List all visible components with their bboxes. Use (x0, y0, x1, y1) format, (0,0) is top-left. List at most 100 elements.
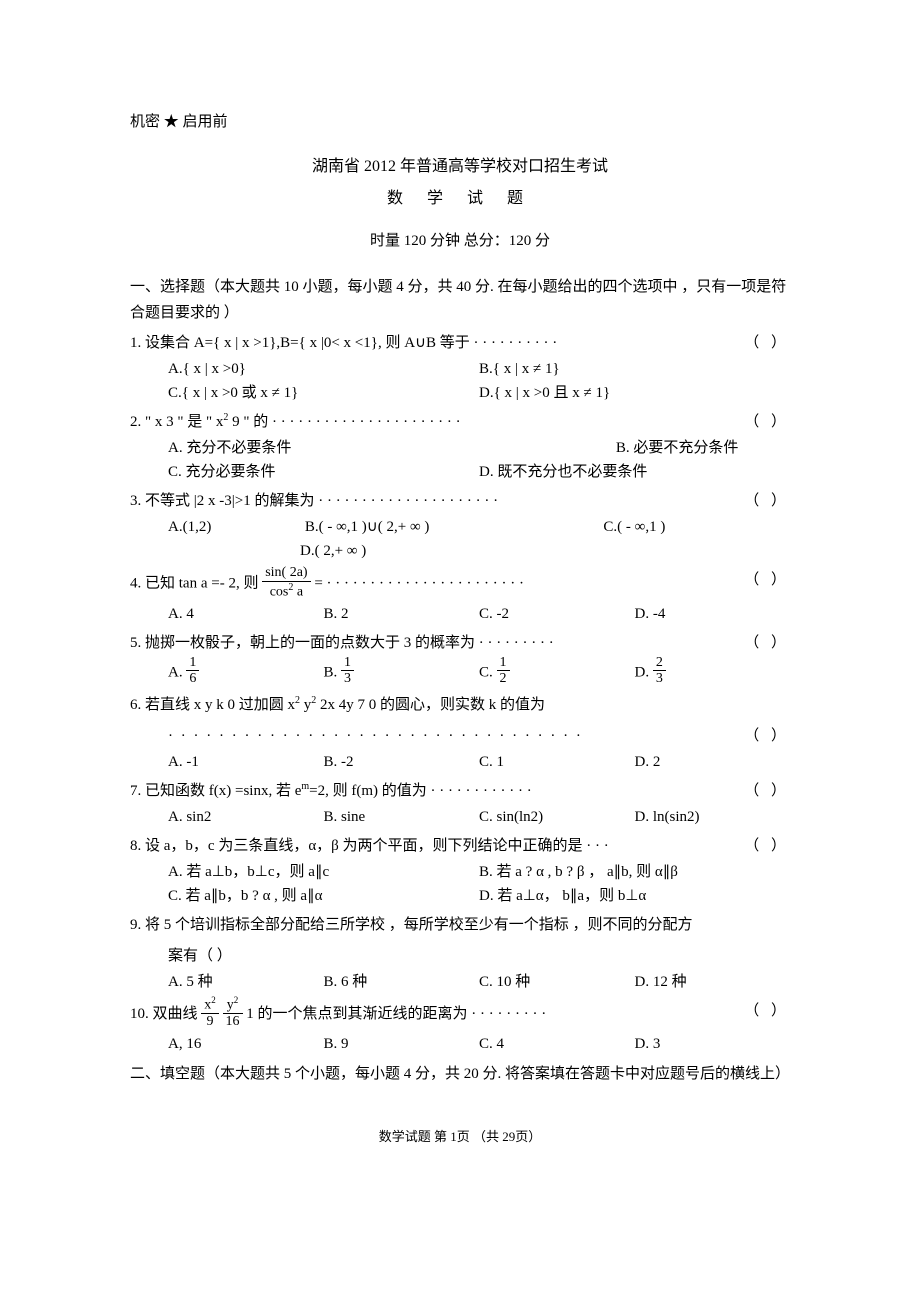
q1-stem: 1. 设集合 A={ x | x >1},B={ x |0< x <1}, 则 … (130, 330, 790, 357)
q3-opts-row2: D.( 2,+ ∞ ) (300, 539, 790, 563)
q2-B: B. 必要不充分条件 (616, 436, 790, 460)
q6-mid: y (300, 697, 311, 713)
q3-A: A.(1,2) (168, 515, 305, 539)
q8-paren: （ ） (744, 833, 790, 860)
q4-opts: A. 4 B. 2 C. -2 D. -4 (168, 602, 790, 626)
q2-stem: 2. " x 3 " 是 " x2 9 " 的 · · · · · · · · … (130, 409, 790, 436)
q10-stem: 10. 双曲线 x29 y216 1 的一个焦点到其渐近线的距离为 · · · … (130, 998, 790, 1031)
q6-dots-text: · · · · · · · · · · · · · · · · · · · · … (168, 728, 583, 744)
page-footer: 数学试题 第 1页 （共 29页） (130, 1127, 790, 1148)
q5-C-den: 2 (497, 671, 510, 686)
q5-A-den: 6 (186, 671, 199, 686)
q4-stem: 4. 已知 tan a =- 2, 则 sin( 2a) cos2 a = · … (130, 567, 790, 601)
q5-opts: A. 16 B. 13 C. 12 D. 23 (168, 657, 790, 689)
q10-x-sup: 2 (211, 995, 216, 1005)
q8-D: D. 若 a⊥α， b∥a，则 b⊥α (479, 884, 790, 908)
q9-opts: A. 5 种 B. 6 种 C. 10 种 D. 12 种 (168, 970, 790, 994)
q4-den-post: a (293, 584, 303, 599)
q4-post: = · · · · · · · · · · · · · · · · · · · … (314, 576, 524, 592)
title-province: 湖南省 2012 年普通高等学校对口招生考试 (130, 154, 790, 180)
q8-stem: 8. 设 a，b，c 为三条直线，α，β 为两个平面，则下列结论中正确的是 · … (130, 833, 790, 860)
q8-text: 8. 设 a，b，c 为三条直线，α，β 为两个平面，则下列结论中正确的是 · … (130, 838, 609, 854)
q1-paren: （ ） (744, 330, 790, 357)
q2-A: A. 充分不必要条件 (168, 436, 616, 460)
q9-C: C. 10 种 (479, 970, 635, 994)
q7-C: C. sin(ln2) (479, 805, 635, 829)
q4-pre: 4. 已知 tan a =- 2, 则 (130, 576, 258, 592)
q5-stem: 5. 抛掷一枚骰子，朝上的一面的点数大于 3 的概率为 · · · · · · … (130, 630, 790, 657)
q5-B-den: 3 (341, 671, 354, 686)
q10-opts: A, 16 B. 9 C. 4 D. 3 (168, 1032, 790, 1056)
q2-paren: （ ） (744, 409, 790, 436)
section1-heading: 一、选择题（本大题共 10 小题，每小题 4 分，共 40 分. 在每小题给出的… (130, 275, 790, 326)
q1-D: D.{ x | x >0 且 x ≠ 1} (479, 381, 790, 405)
q4-C: C. -2 (479, 602, 635, 626)
q4-B: B. 2 (324, 602, 480, 626)
q4-paren: （ ） (744, 567, 790, 594)
q1-B: B.{ x | x ≠ 1} (479, 357, 790, 381)
q7-paren: （ ） (744, 778, 790, 805)
q5-D-den: 3 (653, 671, 666, 686)
q10-x-den: 9 (201, 1014, 219, 1029)
q10-frac1: x29 (201, 996, 219, 1029)
q3-D: D.( 2,+ ∞ ) (300, 543, 366, 559)
q6-B: B. -2 (324, 750, 480, 774)
q7-opts: A. sin2 B. sine C. sin(ln2) D. ln(sin2) (168, 805, 790, 829)
q9-B: B. 6 种 (324, 970, 480, 994)
q7-A: A. sin2 (168, 805, 324, 829)
q5-text: 5. 抛掷一枚骰子，朝上的一面的点数大于 3 的概率为 · · · · · · … (130, 635, 554, 651)
q6-A: A. -1 (168, 750, 324, 774)
q9-stem2: 案有（ ） (168, 943, 790, 970)
q4-D: D. -4 (635, 602, 791, 626)
q3-text: 3. 不等式 |2 x -3|>1 的解集为 · · · · · · · · ·… (130, 493, 498, 509)
q6-dots: · · · · · · · · · · · · · · · · · · · · … (168, 723, 790, 750)
q5-D-num: 2 (653, 655, 666, 671)
q10-frac2: y216 (223, 996, 243, 1029)
q9-D: D. 12 种 (635, 970, 791, 994)
q7-pre: 7. 已知函数 f(x) =sinx, 若 e (130, 783, 301, 799)
q3-opts-row1: A.(1,2) B.( - ∞,1 )∪( 2,+ ∞ ) C.( - ∞,1 … (168, 515, 790, 539)
q6-stem: 6. 若直线 x y k 0 过加圆 x2 y2 2x 4y 7 0 的圆心，则… (130, 692, 790, 719)
q10-C: C. 4 (479, 1032, 635, 1056)
q5-C: C. 12 (479, 657, 635, 689)
q5-paren: （ ） (744, 630, 790, 657)
q10-y-num: y (227, 998, 234, 1013)
q1-text: 1. 设集合 A={ x | x >1},B={ x |0< x <1}, 则 … (130, 335, 557, 351)
q5-A-num: 1 (186, 655, 199, 671)
q7-D: D. ln(sin2) (635, 805, 791, 829)
title-duration: 时量 120 分钟 总分：120 分 (130, 229, 790, 253)
q3-C: C.( - ∞,1 ) (603, 515, 790, 539)
q5-B-lbl: B. (324, 664, 342, 680)
q2-D: D. 既不充分也不必要条件 (479, 460, 790, 484)
q5-C-lbl: C. (479, 664, 497, 680)
q6-C: C. 1 (479, 750, 635, 774)
q4-den-pre: cos (270, 584, 289, 599)
q4-num: sin( 2a) (262, 565, 310, 581)
q10-y-sup: 2 (234, 995, 239, 1005)
header-secret: 机密 ★ 启用前 (130, 110, 790, 134)
q1-opts-row2: C.{ x | x >0 或 x ≠ 1} D.{ x | x >0 且 x ≠… (168, 381, 790, 405)
q2-pre: 2. " x 3 " 是 " x (130, 414, 223, 430)
q5-B-num: 1 (341, 655, 354, 671)
title-subject: 数 学 试 题 (130, 186, 790, 212)
section2-heading: 二、填空题（本大题共 5 个小题，每小题 4 分，共 20 分. 将答案填在答题… (130, 1062, 790, 1088)
q5-A-lbl: A. (168, 664, 186, 680)
q4-A: A. 4 (168, 602, 324, 626)
q9-A: A. 5 种 (168, 970, 324, 994)
q8-B: B. 若 a ? α , b ? β ， a∥b, 则 α∥β (479, 860, 790, 884)
q1-C: C.{ x | x >0 或 x ≠ 1} (168, 381, 479, 405)
q2-post: 9 " 的 · · · · · · · · · · · · · · · · · … (228, 414, 460, 430)
q4-den: cos2 a (262, 582, 310, 600)
q6-D: D. 2 (635, 750, 791, 774)
q5-D: D. 23 (635, 657, 791, 689)
q3-B: B.( - ∞,1 )∪( 2,+ ∞ ) (305, 515, 604, 539)
q8-C: C. 若 a∥b，b ? α , 则 a∥α (168, 884, 479, 908)
q3-stem: 3. 不等式 |2 x -3|>1 的解集为 · · · · · · · · ·… (130, 488, 790, 515)
q10-B: B. 9 (324, 1032, 480, 1056)
q6-post: 2x 4y 7 0 的圆心，则实数 k 的值为 (316, 697, 545, 713)
q7-stem: 7. 已知函数 f(x) =sinx, 若 em=2, 则 f(m) 的值为 ·… (130, 778, 790, 805)
q6-paren: （ ） (744, 723, 790, 750)
q10-pre: 10. 双曲线 (130, 1007, 201, 1023)
q5-B: B. 13 (324, 657, 480, 689)
q2-opts-row2: C. 充分必要条件 D. 既不充分也不必要条件 (168, 460, 790, 484)
